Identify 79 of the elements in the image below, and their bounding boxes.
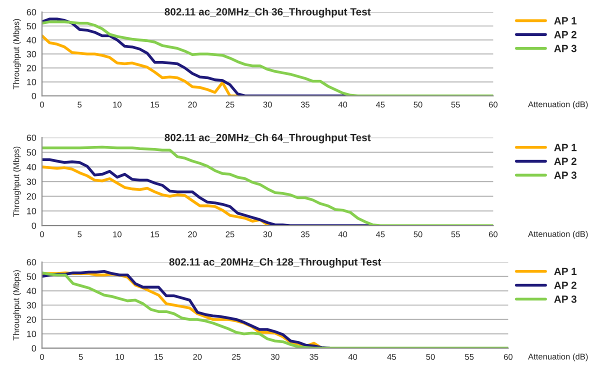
x-tick-label: 10 <box>116 354 124 360</box>
chart-title: 802.11 ac_20MHz_Ch 128_Throughput Test <box>169 258 382 268</box>
legend-label: AP 2 <box>554 158 576 165</box>
legend-label: AP 3 <box>554 295 576 303</box>
x-tick-label: 60 <box>504 354 513 360</box>
x-tick-label: 5 <box>78 102 82 108</box>
text: AP 1 <box>554 268 577 275</box>
y-tick-label: 60 <box>26 134 36 141</box>
y-tick-label: 10 <box>27 330 36 338</box>
y-tick-label: 20 <box>26 64 36 72</box>
y-tick-label: 30 <box>26 302 36 308</box>
x-tick-label: 60 <box>488 231 498 238</box>
y-tick-label: 30 <box>26 50 36 58</box>
y-tick-label: 0 <box>32 222 36 229</box>
y-axis-title: Throughput (Mbps) <box>13 19 21 90</box>
y-tick-label: 50 <box>26 149 36 156</box>
x-tick-label: 0 <box>40 102 44 108</box>
x-tick-label: 50 <box>426 354 435 360</box>
x-tick-label: 55 <box>465 354 474 360</box>
y-axis-title: Throughput (Mbps) <box>13 270 21 340</box>
y-tick-label: 50 <box>26 22 36 30</box>
y-tick-label: 30 <box>26 178 36 185</box>
y-tick-label: 20 <box>26 193 36 200</box>
x-tick-label: 40 <box>348 354 358 360</box>
x-tick-label: 40 <box>338 102 348 108</box>
y-tick-label: 0 <box>32 92 36 100</box>
legend-label: AP 3 <box>554 44 576 52</box>
chart-title: 802.11 ac_20MHz_Ch 64_Throughput Test <box>164 134 371 144</box>
x-axis-title: Attenuation (dB) <box>528 353 588 362</box>
x-tick-label: 45 <box>376 231 385 238</box>
chart-title: 802.11 ac_20MHz_Ch 36_Throughput Test <box>164 8 371 18</box>
x-tick-label: 55 <box>451 231 460 238</box>
y-tick-label: 20 <box>26 316 36 323</box>
x-tick-label: 25 <box>232 354 241 360</box>
x-tick-label: 20 <box>188 102 197 108</box>
x-tick-label: 60 <box>488 102 498 108</box>
x-tick-label: 15 <box>150 102 160 108</box>
x-tick-label: 45 <box>376 102 385 108</box>
x-tick-label: 0 <box>40 354 44 360</box>
x-tick-label: 30 <box>263 102 272 108</box>
x-tick-label: 35 <box>310 354 318 360</box>
x-tick-label: 25 <box>226 102 234 108</box>
y-tick-label: 10 <box>27 208 36 214</box>
x-tick-label: 35 <box>300 102 310 108</box>
x-tick-label: 30 <box>270 354 280 360</box>
x-tick-label: 40 <box>338 231 348 238</box>
x-tick-label: 10 <box>113 231 122 238</box>
y-tick-label: 10 <box>27 78 36 86</box>
x-axis-title: Attenuation (dB) <box>528 101 588 109</box>
y-tick-label: 60 <box>26 9 36 16</box>
legend-label: AP 3 <box>554 172 576 179</box>
y-tick-label: 40 <box>26 164 36 170</box>
x-tick-label: 20 <box>188 231 197 238</box>
y-tick-label: 40 <box>26 288 36 294</box>
y-axis-title: Throughput (Mbps) <box>13 146 21 217</box>
text: AP 2 <box>554 282 576 289</box>
x-tick-label: 50 <box>414 231 422 238</box>
y-tick-label: 40 <box>26 36 36 44</box>
x-tick-label: 35 <box>300 231 310 238</box>
legend-label: AP 2 <box>554 30 576 38</box>
text: AP 1 <box>554 144 577 152</box>
x-tick-label: 10 <box>113 102 122 108</box>
x-tick-label: 25 <box>226 231 234 238</box>
y-tick-label: 60 <box>26 259 36 266</box>
x-tick-label: 5 <box>78 231 82 238</box>
x-tick-label: 50 <box>414 102 422 108</box>
x-axis-title: Attenuation (dB) <box>528 230 588 239</box>
x-tick-label: 15 <box>154 354 163 360</box>
y-tick-label: 50 <box>26 273 36 280</box>
y-tick-label: 0 <box>32 345 36 352</box>
x-tick-label: 55 <box>451 102 460 108</box>
legend-label: AP 1 <box>554 17 577 24</box>
x-tick-label: 5 <box>78 354 83 360</box>
x-tick-label: 15 <box>150 231 160 238</box>
x-tick-label: 0 <box>40 231 44 238</box>
line-series <box>42 34 239 96</box>
x-tick-label: 45 <box>387 354 396 360</box>
x-tick-label: 20 <box>193 354 202 360</box>
x-tick-label: 30 <box>263 231 272 238</box>
